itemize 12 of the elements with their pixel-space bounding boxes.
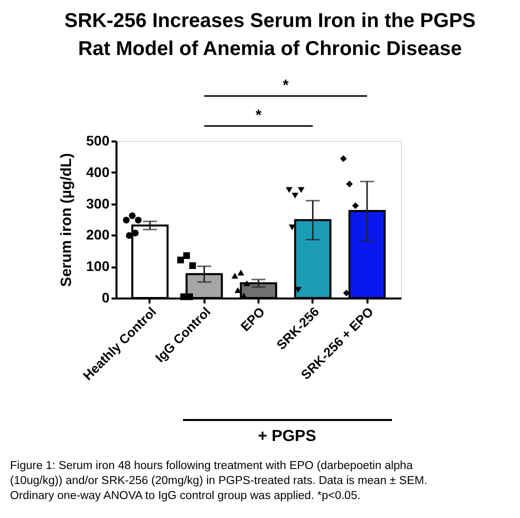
text: + PGPS [258, 428, 316, 445]
y-tick-label: 300 [86, 195, 110, 212]
y-tick-label: 0 [102, 290, 110, 306]
chart-title: SRK-256 Increases Serum Iron in the PGPS Rat Model of Anemia of Chronic Disease [64, 10, 476, 60]
caption: Figure 1: Serum iron 48 hours following treatment with EPO (darbepoetin alpha (10ug/kg)) and/or SRK-256 (20mg/kg) in PGPS-treated rats. Data is mean ± SEM. Ordinary one-way ANOVA to IgG control group was applied. *p<0.05. [10, 460, 428, 502]
y-tick-label: 100 [86, 258, 110, 274]
y-tick-label: 200 [86, 226, 110, 243]
y-axis-title: Serum iron (µg/dL) [58, 153, 76, 287]
text: * [256, 107, 262, 124]
y-tick-label: 500 [86, 132, 110, 148]
y-tick-label: 400 [86, 164, 110, 180]
text: * [282, 77, 289, 94]
